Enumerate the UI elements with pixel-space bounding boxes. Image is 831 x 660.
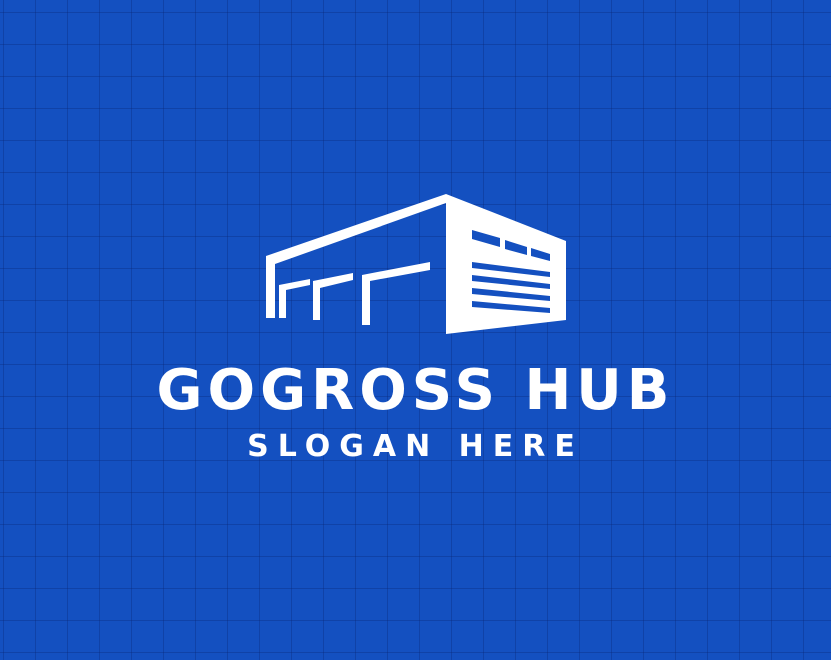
warehouse-icon xyxy=(266,194,566,334)
slogan: SLOGAN HERE xyxy=(247,429,584,464)
brand-name: GOGROSS HUB xyxy=(156,358,675,423)
